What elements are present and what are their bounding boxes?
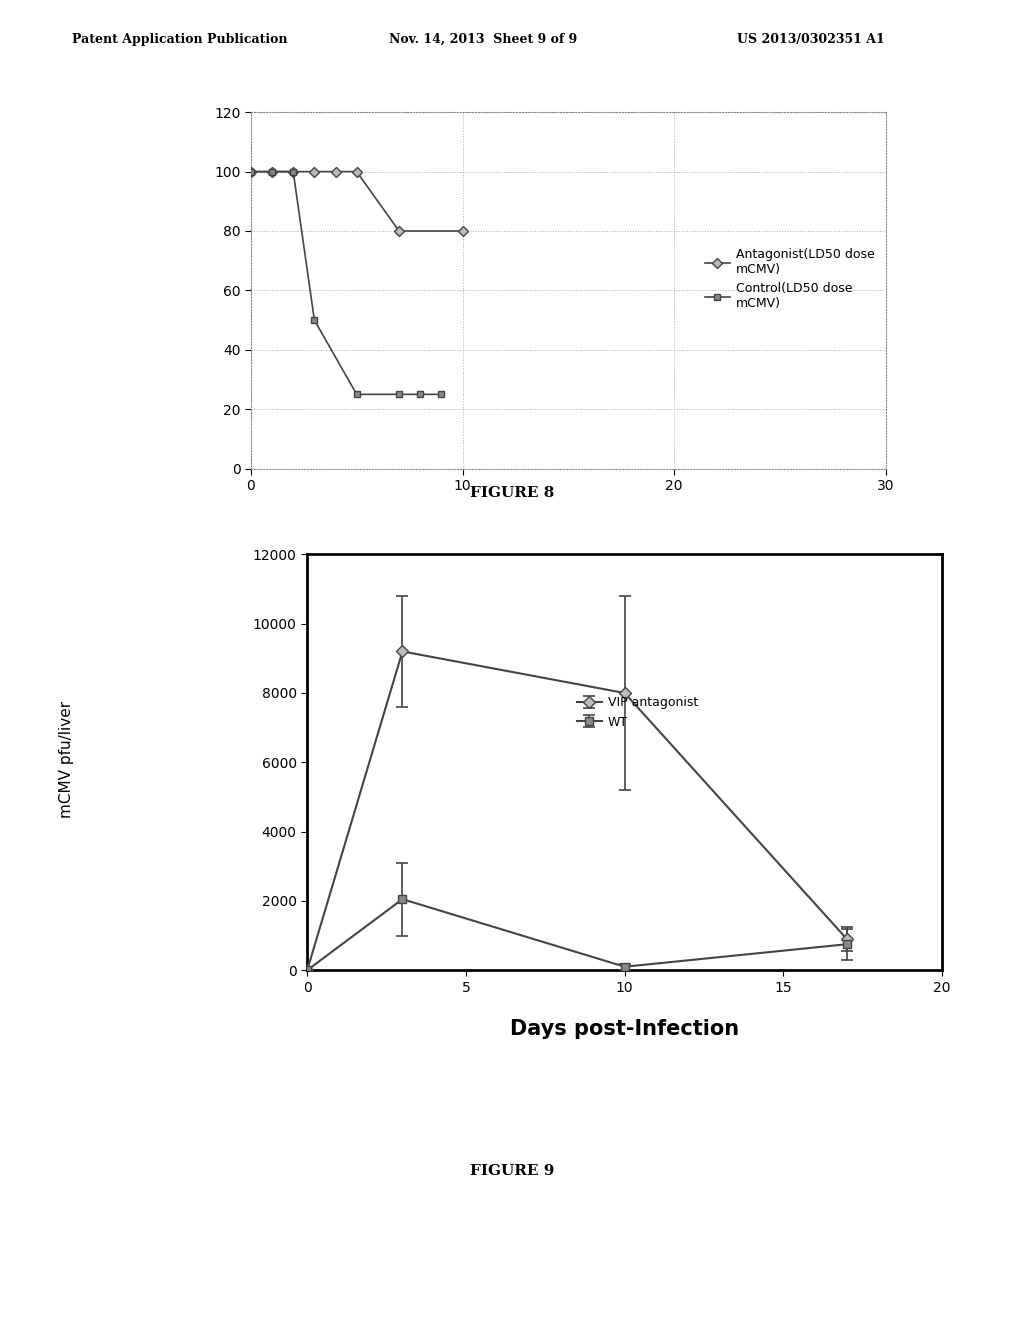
- Text: Patent Application Publication: Patent Application Publication: [72, 33, 287, 46]
- Control(LD50 dose
mCMV): [287, 164, 299, 180]
- Antagonist(LD50 dose
mCMV): [457, 223, 469, 239]
- Text: FIGURE 8: FIGURE 8: [470, 486, 554, 500]
- Control(LD50 dose
mCMV): [435, 387, 447, 403]
- Text: Nov. 14, 2013  Sheet 9 of 9: Nov. 14, 2013 Sheet 9 of 9: [389, 33, 578, 46]
- Control(LD50 dose
mCMV): [308, 313, 321, 329]
- Antagonist(LD50 dose
mCMV): [245, 164, 257, 180]
- Line: Antagonist(LD50 dose
mCMV): Antagonist(LD50 dose mCMV): [248, 168, 466, 235]
- Antagonist(LD50 dose
mCMV): [330, 164, 342, 180]
- Antagonist(LD50 dose
mCMV): [350, 164, 362, 180]
- Legend: Antagonist(LD50 dose
mCMV), Control(LD50 dose
mCMV): Antagonist(LD50 dose mCMV), Control(LD50…: [699, 243, 880, 315]
- Legend: VIP antagonist, WT: VIP antagonist, WT: [571, 692, 703, 734]
- Antagonist(LD50 dose
mCMV): [266, 164, 279, 180]
- Line: Control(LD50 dose
mCMV): Control(LD50 dose mCMV): [248, 168, 444, 397]
- Antagonist(LD50 dose
mCMV): [287, 164, 299, 180]
- Control(LD50 dose
mCMV): [266, 164, 279, 180]
- Antagonist(LD50 dose
mCMV): [308, 164, 321, 180]
- Text: mCMV pfu/liver: mCMV pfu/liver: [59, 701, 74, 817]
- Text: FIGURE 9: FIGURE 9: [470, 1164, 554, 1179]
- Antagonist(LD50 dose
mCMV): [393, 223, 406, 239]
- Control(LD50 dose
mCMV): [245, 164, 257, 180]
- Control(LD50 dose
mCMV): [350, 387, 362, 403]
- Control(LD50 dose
mCMV): [414, 387, 426, 403]
- Control(LD50 dose
mCMV): [393, 387, 406, 403]
- Text: US 2013/0302351 A1: US 2013/0302351 A1: [737, 33, 885, 46]
- Text: Days post-Infection: Days post-Infection: [510, 1019, 739, 1039]
